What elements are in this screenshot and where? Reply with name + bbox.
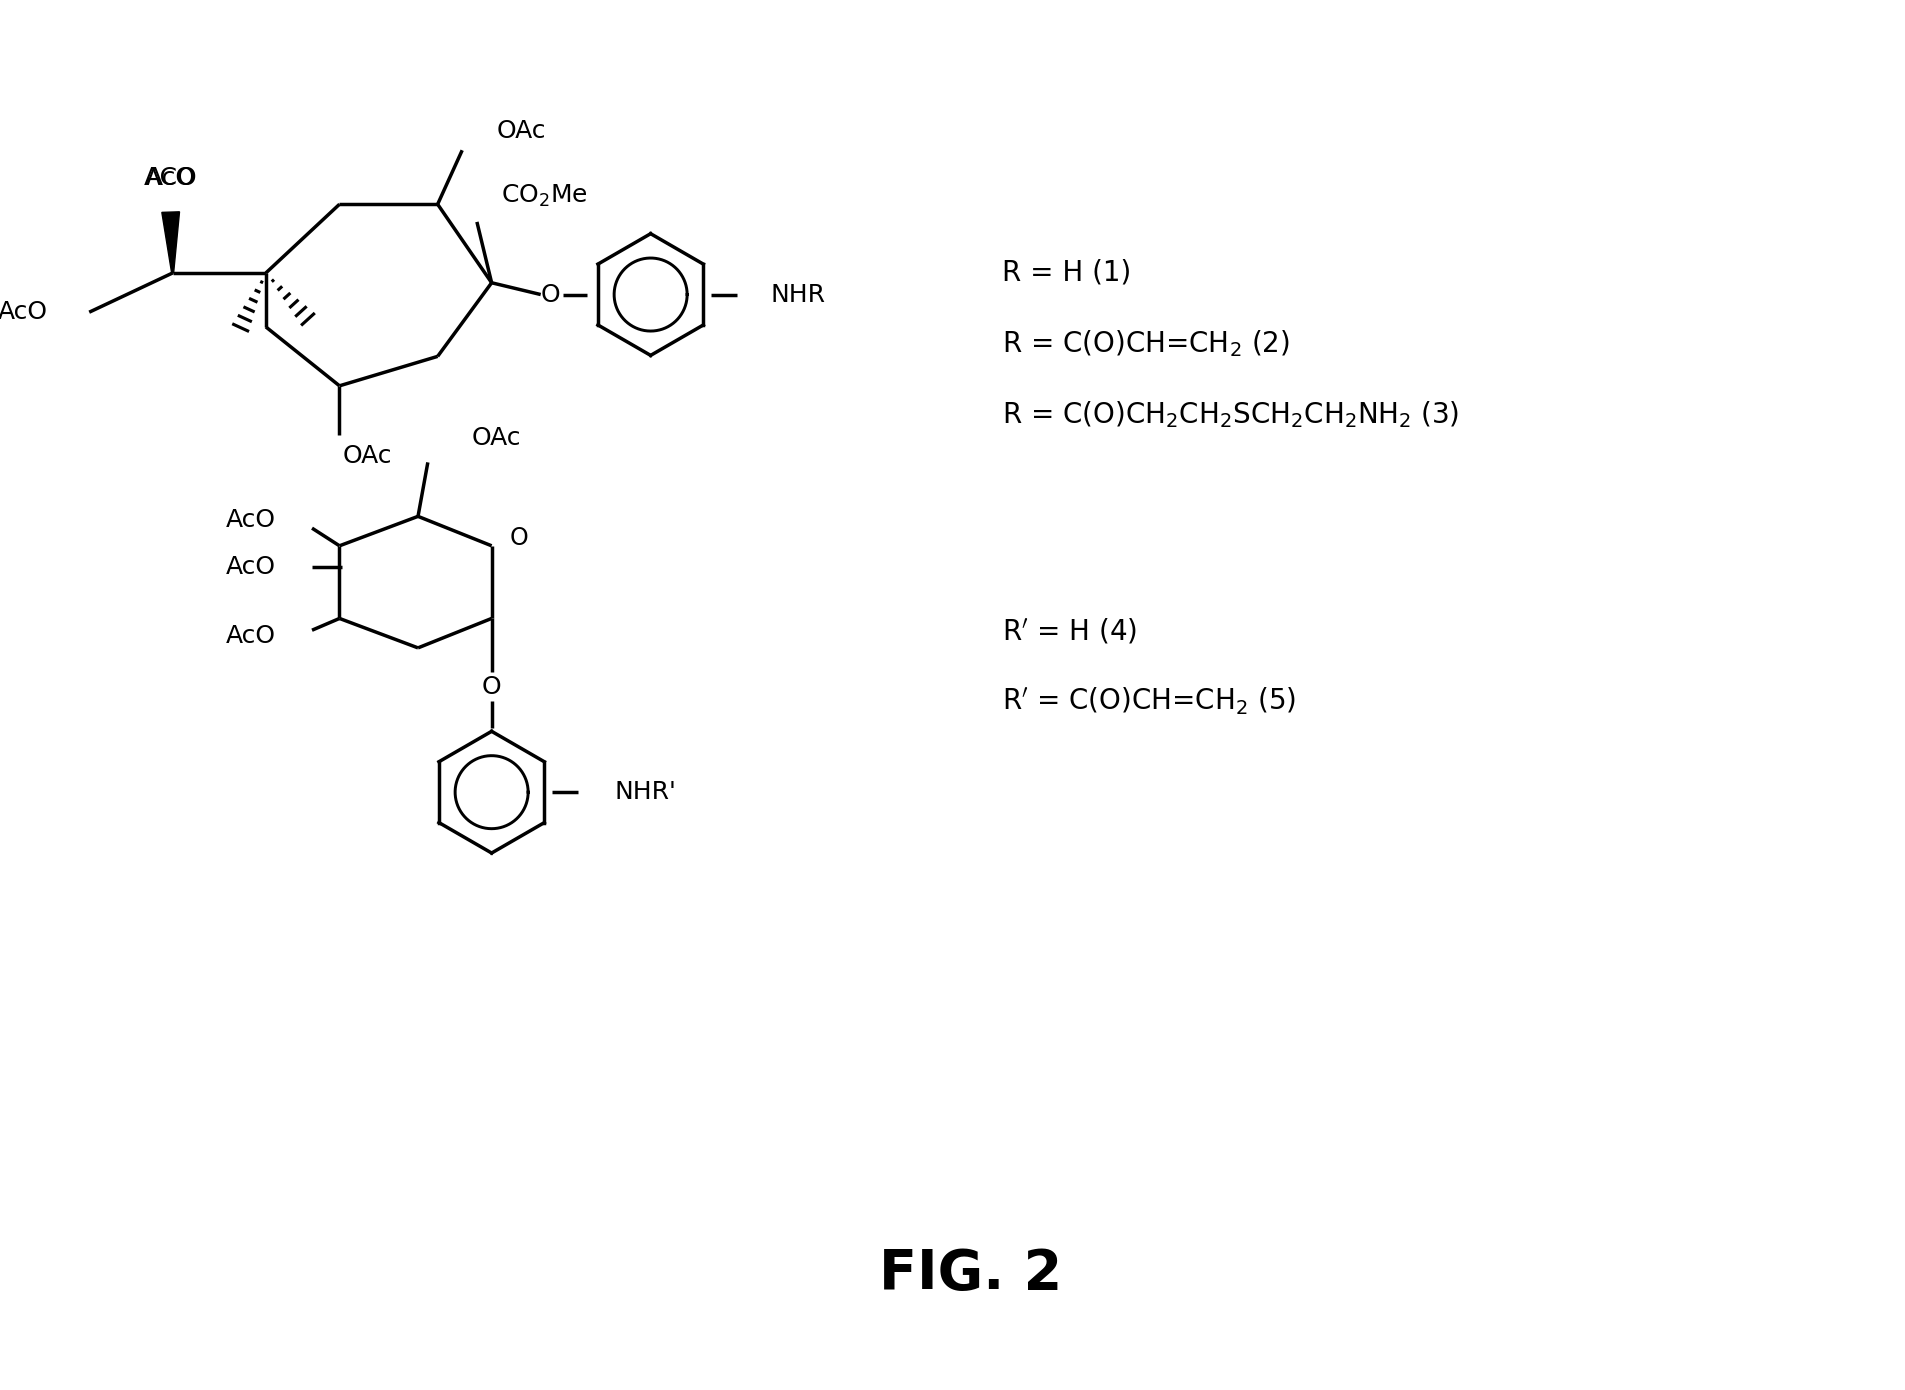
Text: AcO: AcO — [145, 165, 196, 189]
Text: R = C(O)CH$_2$CH$_2$SCH$_2$CH$_2$NH$_2$ (3): R = C(O)CH$_2$CH$_2$SCH$_2$CH$_2$NH$_2$ … — [1002, 399, 1459, 430]
Text: O: O — [482, 676, 501, 699]
Text: OAc: OAc — [497, 118, 545, 143]
Text: O: O — [541, 282, 560, 307]
Text: OAc: OAc — [343, 445, 392, 468]
Text: ACO: ACO — [143, 165, 198, 189]
Text: R = H (1): R = H (1) — [1002, 259, 1132, 286]
Text: CO$_2$Me: CO$_2$Me — [501, 183, 589, 210]
Text: AcO: AcO — [225, 556, 276, 580]
Text: R$'$ = C(O)CH=CH$_2$ (5): R$'$ = C(O)CH=CH$_2$ (5) — [1002, 687, 1295, 717]
Text: OAc: OAc — [472, 425, 522, 450]
Polygon shape — [162, 211, 179, 272]
Text: NHR: NHR — [770, 282, 825, 307]
Text: AcO: AcO — [225, 509, 276, 532]
Text: FIG. 2: FIG. 2 — [878, 1247, 1061, 1301]
Text: R$'$ = H (4): R$'$ = H (4) — [1002, 617, 1137, 646]
Text: AcO: AcO — [0, 300, 48, 324]
Text: R = C(O)CH=CH$_2$ (2): R = C(O)CH=CH$_2$ (2) — [1002, 328, 1290, 359]
Text: NHR': NHR' — [613, 780, 676, 805]
Text: AcO: AcO — [225, 624, 276, 648]
Text: O: O — [509, 525, 528, 550]
